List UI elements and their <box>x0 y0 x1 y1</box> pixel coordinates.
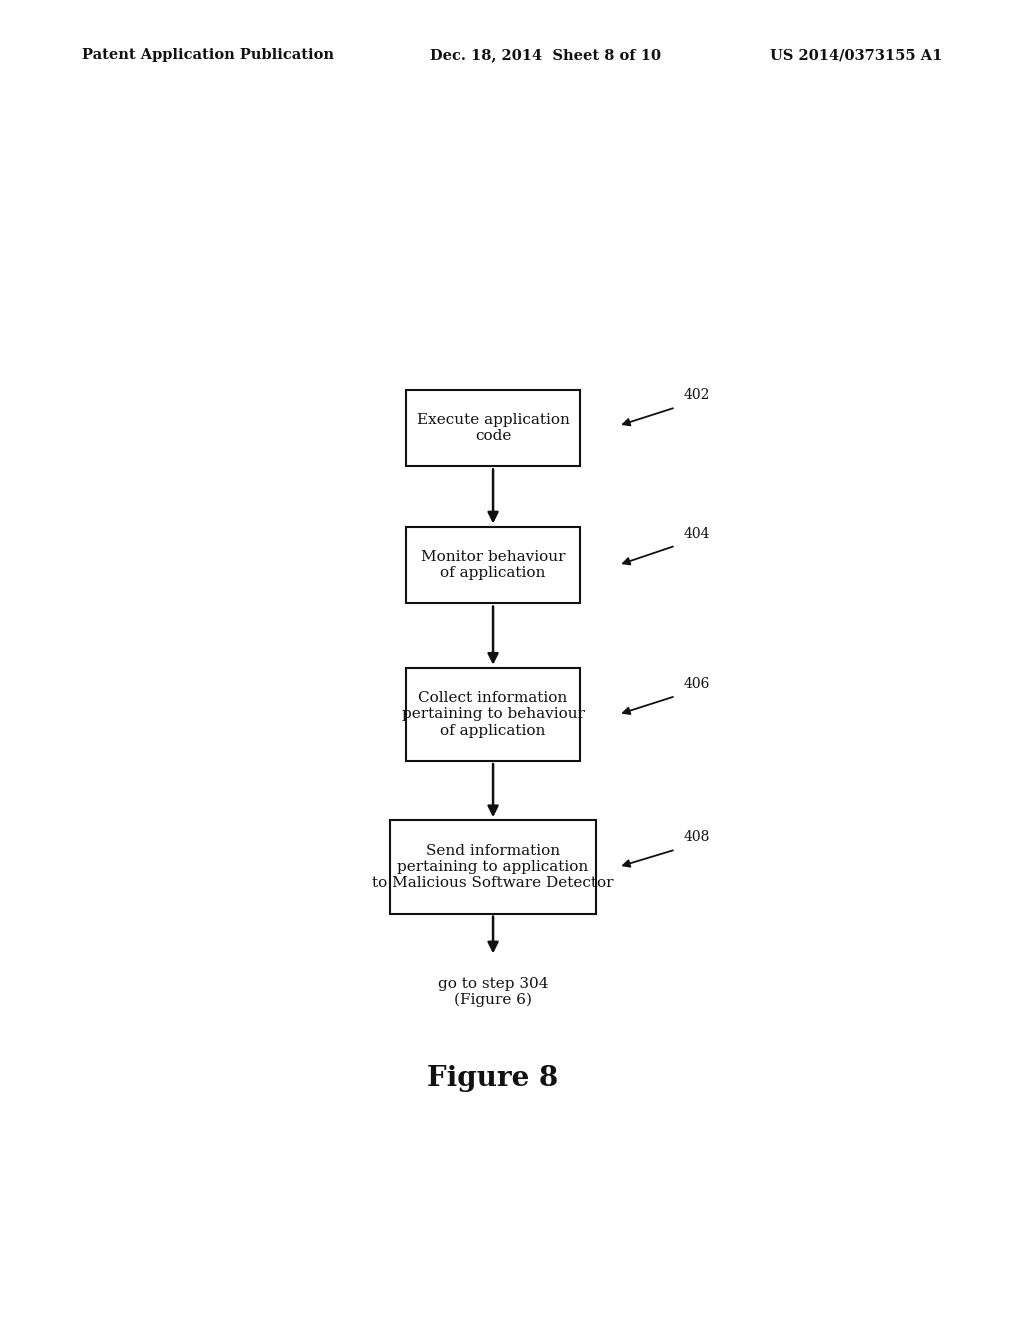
Text: 404: 404 <box>684 527 710 541</box>
Bar <box>390 820 596 913</box>
Text: 406: 406 <box>684 677 710 690</box>
Text: Execute application
code: Execute application code <box>417 413 569 442</box>
Bar <box>406 668 581 762</box>
Text: Monitor behaviour
of application: Monitor behaviour of application <box>421 550 565 579</box>
Text: 408: 408 <box>684 830 710 845</box>
Bar <box>406 389 581 466</box>
Text: Patent Application Publication: Patent Application Publication <box>82 49 334 62</box>
Text: 402: 402 <box>684 388 710 403</box>
Text: US 2014/0373155 A1: US 2014/0373155 A1 <box>770 49 942 62</box>
Bar <box>406 527 581 603</box>
Text: Dec. 18, 2014  Sheet 8 of 10: Dec. 18, 2014 Sheet 8 of 10 <box>430 49 662 62</box>
Text: Send information
pertaining to application
to Malicious Software Detector: Send information pertaining to applicati… <box>373 843 613 890</box>
Text: go to step 304
(Figure 6): go to step 304 (Figure 6) <box>438 977 548 1007</box>
Text: Figure 8: Figure 8 <box>427 1065 559 1092</box>
Text: Collect information
pertaining to behaviour
of application: Collect information pertaining to behavi… <box>401 692 585 738</box>
